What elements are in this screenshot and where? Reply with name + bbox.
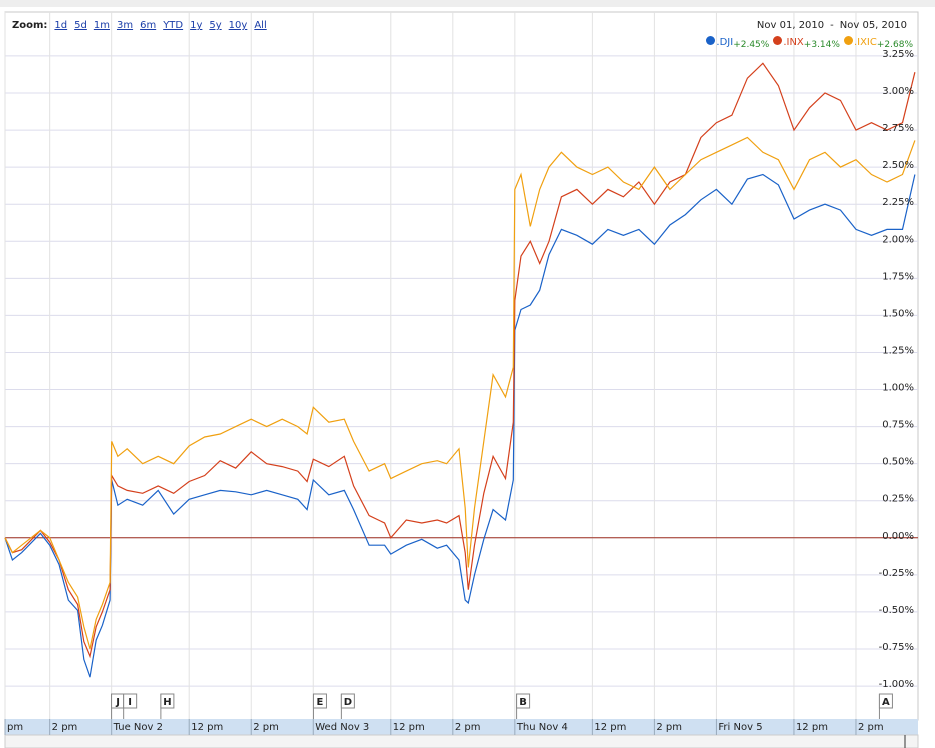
flag-box [312,693,327,709]
legend: .DJI+2.45% .INX+3.14% .IXIC+2.68% [706,36,913,50]
zoom-option[interactable]: 3m [116,20,134,31]
y-tick-label: 0.75% [882,420,914,431]
x-tick-label: pm [7,722,23,733]
flag-box [516,693,531,709]
zoom-option[interactable]: 1y [190,20,203,31]
y-tick-label: 2.25% [882,197,914,208]
zoom-option[interactable]: All [254,20,267,31]
legend-change: +2.68% [876,40,913,50]
x-tick-label: 12 pm [796,722,828,733]
legend-name: .INX [783,37,804,48]
legend-swatch [706,36,716,45]
legend-swatch [773,36,783,45]
flag-box [878,693,893,709]
zoom-label: Zoom: [12,20,48,31]
range-start: Nov 01, 2010 [756,20,825,31]
legend-name: .IXIC [853,37,877,48]
x-tick-label: 2 pm [455,722,481,733]
legend-item: .IXIC+2.68% [843,36,913,50]
legend-swatch [843,36,853,45]
y-tick-label: 1.50% [882,308,914,319]
x-tick-label: 12 pm [393,722,425,733]
y-tick-label: 1.00% [882,383,914,394]
x-tick-label: Wed Nov 3 [315,722,369,733]
flag-label: J [115,697,120,708]
zoom-option[interactable]: YTD [163,20,184,31]
date-range: Nov 01, 2010 - Nov 05, 2010 [757,20,907,31]
flag-label: E [317,697,324,708]
chart-frame [4,11,919,721]
flag-label: I [128,697,132,708]
range-end: Nov 05, 2010 [839,20,907,31]
x-tick-label: 12 pm [191,722,223,733]
zoom-option[interactable]: 1d [54,20,68,31]
flag-label: B [519,697,527,708]
y-tick-label: 1.75% [882,271,914,282]
zoom-bar: Zoom: 1d 5d 1m 3m 6m YTD 1y 5y 10y All [12,20,267,31]
x-tick-label: Tue Nov 2 [113,722,163,733]
y-tick-label: 2.75% [882,123,914,134]
legend-change: +3.14% [803,40,840,50]
x-axis-band [5,719,918,735]
flag-label: H [163,697,171,708]
range-separator: - [830,20,834,31]
legend-item: .DJI+2.45% [706,36,770,50]
flag-label: A [882,697,890,708]
zoom-option[interactable]: 1m [93,20,110,31]
y-tick-label: -0.50% [879,605,914,616]
zoom-option[interactable]: 5y [209,20,222,31]
y-tick-label: 3.00% [882,86,914,97]
y-tick-label: -1.00% [879,679,914,690]
flag-box [160,693,175,709]
x-tick-label: 2 pm [253,722,279,733]
x-tick-label: Thu Nov 4 [516,722,568,733]
flag-box [340,693,355,709]
x-tick-label: Fri Nov 5 [718,722,762,733]
x-tick-label: 2 pm [858,722,884,733]
x-tick-label: 2 pm [52,722,78,733]
legend-name: .DJI [716,37,734,48]
series-line [4,136,916,650]
y-tick-label: 1.25% [882,345,914,356]
y-tick-label: 0.00% [882,531,914,542]
x-tick-label: 2 pm [656,722,682,733]
zoom-option[interactable]: 6m [140,20,157,31]
y-tick-label: -0.75% [879,642,914,653]
legend-change: +2.45% [733,40,770,50]
zoom-option[interactable]: 10y [228,20,248,31]
x-tick-label: 12 pm [594,722,626,733]
legend-item: .INX+3.14% [773,36,840,50]
flag-label: D [344,697,352,708]
y-tick-label: 3.25% [882,49,914,60]
top-strip [0,0,935,7]
y-tick-label: 0.25% [882,494,914,505]
y-tick-label: 0.50% [882,457,914,468]
flag-box [123,693,138,709]
zoom-option[interactable]: 5d [74,20,87,31]
y-tick-label: 2.00% [882,234,914,245]
y-tick-label: -0.25% [879,568,914,579]
y-tick-label: 2.50% [882,160,914,171]
navigator-strip [4,734,919,748]
